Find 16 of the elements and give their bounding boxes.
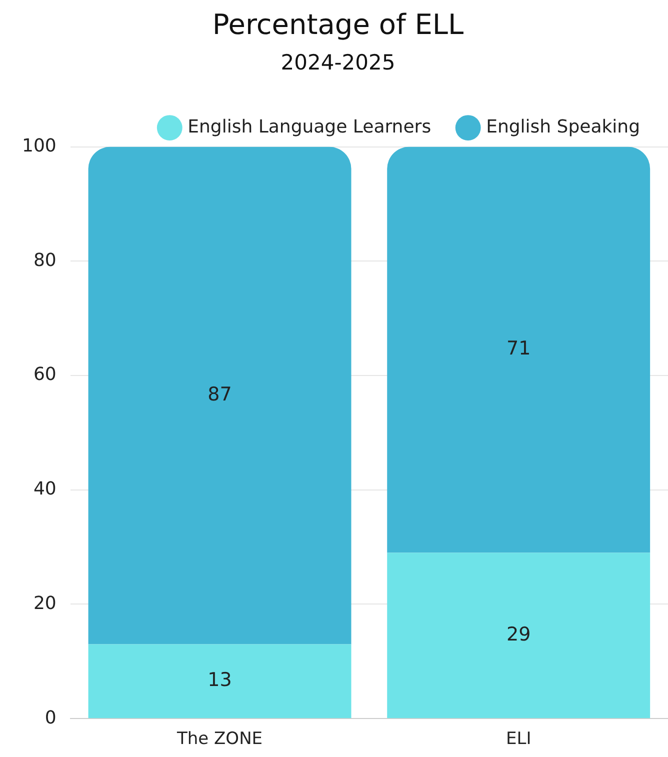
y-tick-label: 60 (33, 364, 56, 386)
data-label: 71 (506, 338, 531, 360)
data-label: 29 (506, 623, 531, 646)
legend-label: English Speaking (486, 116, 640, 138)
x-tick-label: ELI (506, 729, 532, 750)
chart-subtitle: 2024-2025 (280, 50, 396, 75)
y-tick-label: 20 (33, 592, 56, 614)
y-tick-label: 0 (44, 707, 56, 728)
legend-label: English Language Learners (188, 116, 432, 138)
data-label: 87 (208, 383, 232, 406)
y-tick-label: 80 (33, 250, 56, 271)
x-tick-label: The ZONE (176, 729, 263, 750)
y-tick-label: 40 (33, 478, 56, 500)
y-tick-label: 100 (22, 135, 56, 156)
chart-title: Percentage of ELL (212, 8, 464, 42)
data-label: 13 (208, 669, 232, 692)
